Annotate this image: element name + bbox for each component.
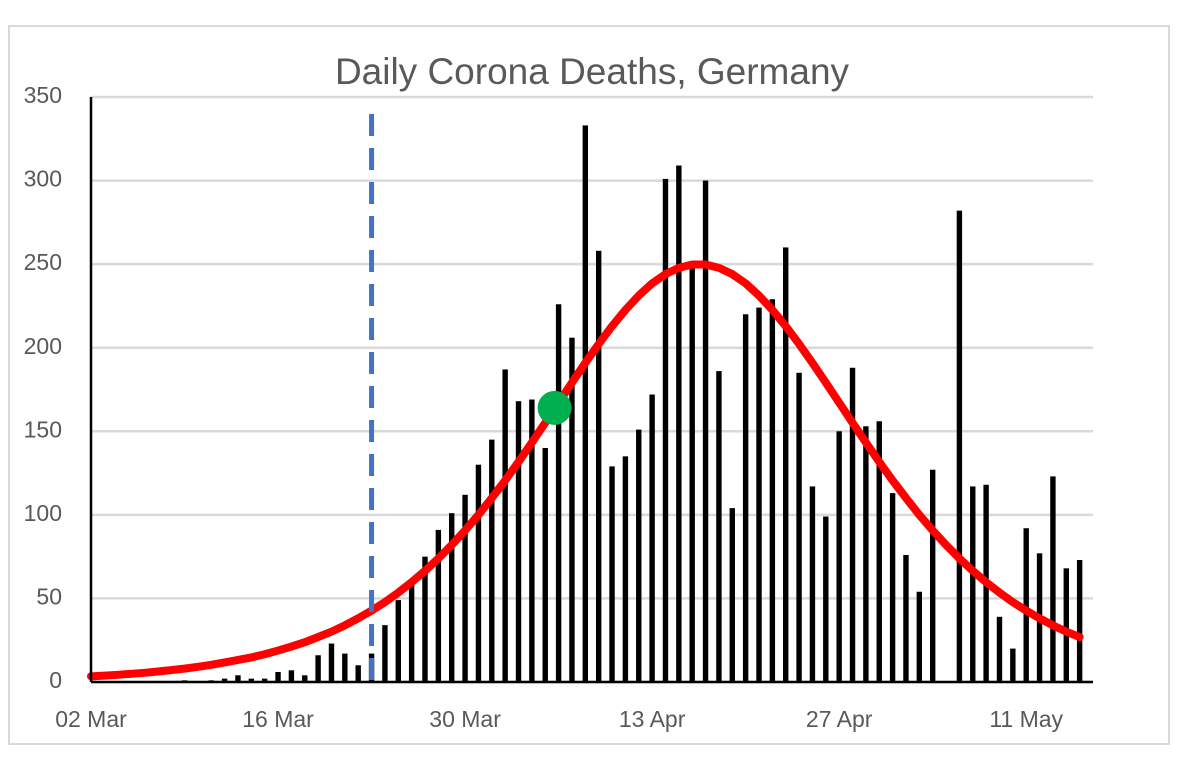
bar [435,529,442,682]
bar [302,675,308,682]
bar [449,513,455,682]
x-tick-label: 13 Apr [619,706,686,732]
bar [475,464,482,682]
bar [542,448,548,682]
y-tick-label: 50 [36,584,62,610]
marker-point [537,390,572,425]
bar [609,466,615,682]
bar [529,399,535,682]
bar [595,250,602,682]
chart-frame [8,25,1170,745]
bar [729,508,735,682]
bar [742,314,749,682]
bar [996,616,1003,682]
bar [395,600,401,682]
bar [408,581,415,682]
bar [1076,559,1083,682]
bar [275,671,281,682]
bar [582,125,589,682]
y-tick-label: 350 [24,82,62,108]
bar [769,299,776,682]
bar [970,486,976,682]
y-tick-label: 150 [24,416,62,442]
x-tick-label: 02 Mar [55,706,127,732]
bar [221,678,228,682]
bar [462,494,468,682]
bar [796,372,802,682]
bar [916,591,923,682]
bar [929,469,936,682]
bar [515,401,522,682]
bar [809,486,816,682]
bar [702,180,709,683]
bar [689,267,695,682]
y-tick-label: 250 [24,249,62,275]
bar [903,554,909,682]
y-tick-label: 100 [24,500,62,526]
bar [382,625,388,682]
x-tick-label: 11 May [989,706,1063,732]
bar [863,426,869,682]
x-tick-label: 30 Mar [429,706,501,732]
bar [783,247,789,682]
bar [569,337,575,682]
bar [502,369,508,682]
bar [1010,648,1016,682]
chart-title: Daily Corona Deaths, Germany [335,51,850,92]
bar [342,653,348,682]
bar [355,665,361,682]
y-tick-label: 0 [49,667,62,693]
bar [649,394,655,682]
bar [716,371,722,682]
bar [261,678,268,682]
bar [1063,568,1069,682]
y-tick-label: 300 [24,166,62,192]
bar [676,165,682,682]
bar [836,431,842,682]
bar [181,680,188,682]
bar [328,643,335,682]
bar [422,556,428,682]
bar [889,493,896,682]
bar [248,678,255,682]
bar [489,439,495,682]
bar [756,307,762,682]
y-tick-label: 200 [24,333,62,359]
bar [288,670,295,682]
bar [1050,476,1056,682]
bar [636,429,642,682]
x-tick-label: 27 Apr [806,706,873,732]
bar [1023,528,1029,682]
bar [622,456,629,682]
bar [555,304,562,682]
fit-curve [87,260,1084,681]
bar [876,421,882,682]
bar [662,178,669,682]
bar [823,516,829,682]
x-tick-label: 16 Mar [242,706,314,732]
bar [315,655,321,682]
bar [235,675,241,682]
bar [208,680,214,682]
bar [849,367,856,682]
bar [956,210,963,682]
